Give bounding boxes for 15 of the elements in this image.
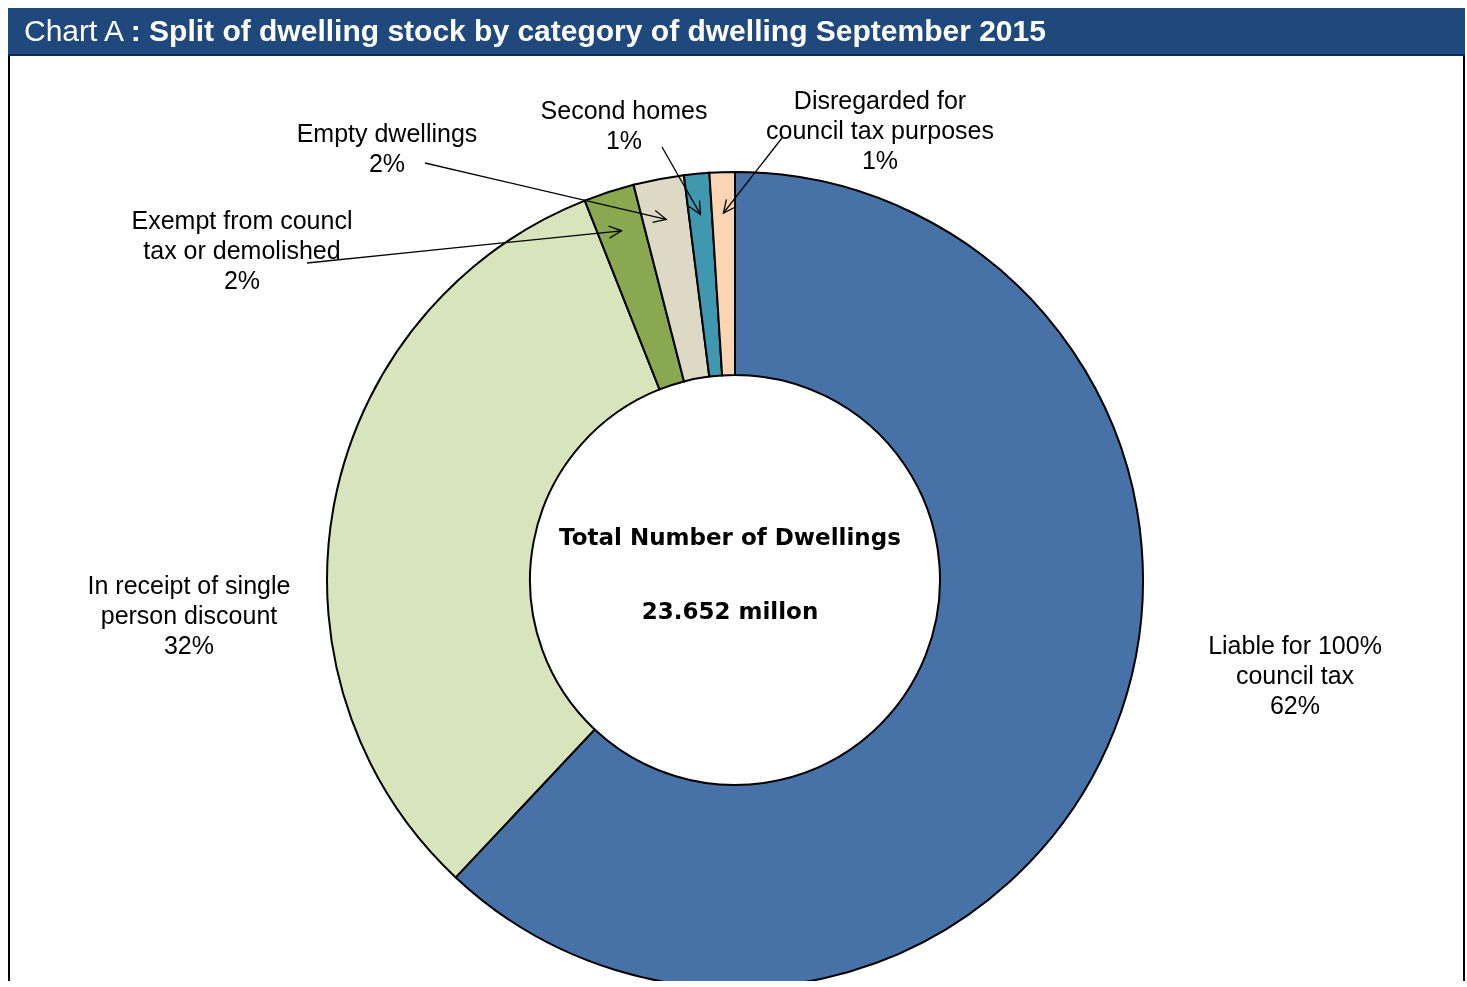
slice-label: Exempt from councl tax or demolished <box>131 206 353 264</box>
data-label: 32% <box>163 631 215 659</box>
slice-label: Disregarded for council tax purposes <box>766 86 994 144</box>
text: 23.652 millon <box>641 598 819 624</box>
data-label: 2% <box>368 149 406 177</box>
slice-label: In receipt of single person discount <box>87 571 291 629</box>
text: Total Number of Dwellings <box>559 524 901 550</box>
slice-label: Second homes <box>540 96 708 124</box>
slice-label: Liable for 100% council tax <box>1208 631 1382 689</box>
data-label: 2% <box>223 266 261 294</box>
slice-label: Empty dwellings <box>296 119 478 147</box>
data-label: 1% <box>605 126 643 154</box>
data-label: 1% <box>861 146 899 174</box>
data-label: 62% <box>1269 691 1321 719</box>
chart-title: Chart A : Split of dwelling stock by category of dwelling September 2015 <box>24 14 1046 47</box>
